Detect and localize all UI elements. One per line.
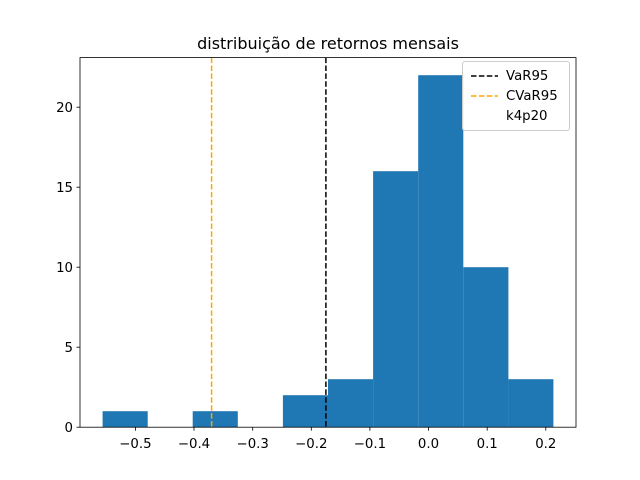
y-tick-label: 0 (65, 421, 73, 436)
x-tick-label: 0.0 (418, 437, 439, 452)
histogram-bar (418, 75, 464, 428)
legend-label-cvar95: CVaR95 (506, 88, 558, 104)
histogram-bar (102, 411, 148, 428)
y-tick-label: 15 (56, 181, 73, 196)
y-tick-label: 20 (56, 101, 73, 116)
x-tick-label: −0.5 (119, 437, 151, 452)
histogram-bar (463, 267, 509, 428)
x-tick-label: 0.2 (535, 437, 556, 452)
legend-item-k4p20: k4p20 (471, 107, 561, 125)
x-tick-label: −0.3 (237, 437, 269, 452)
legend-item-cvar95: CVaR95 (471, 87, 561, 105)
legend-label-k4p20: k4p20 (506, 108, 548, 124)
histogram-bar (192, 411, 238, 428)
axes-spines (79, 57, 577, 428)
x-tick-label: −0.4 (178, 437, 210, 452)
cvar95-dashed-line-swatch (471, 94, 498, 98)
y-tick-label: 5 (65, 341, 73, 356)
legend: VaR95 CVaR95 k4p20 (462, 61, 570, 131)
histogram-bar (328, 379, 374, 428)
x-tick-label: −0.1 (354, 437, 386, 452)
x-tick-label: −0.2 (295, 437, 327, 452)
x-tick-label: 0.1 (477, 437, 498, 452)
histogram-bar (282, 395, 328, 428)
chart-title: distribuição de retornos mensais (197, 34, 459, 53)
histogram-bar (373, 171, 419, 428)
y-tick-label: 10 (56, 261, 73, 276)
histogram-bar (508, 379, 554, 428)
var95-dashed-line-swatch (471, 74, 498, 78)
empty-swatch (471, 114, 498, 118)
legend-label-var95: VaR95 (506, 68, 549, 84)
legend-item-var95: VaR95 (471, 67, 561, 85)
